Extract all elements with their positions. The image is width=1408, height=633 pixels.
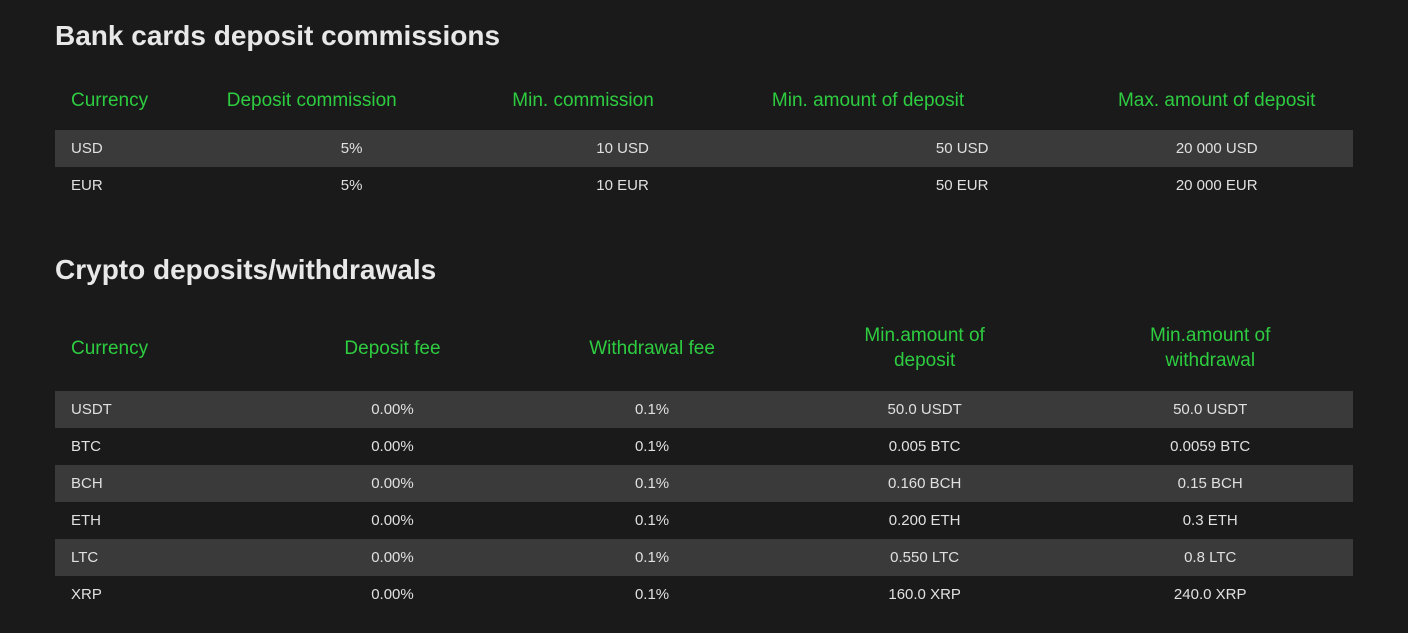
crypto-section-title: Crypto deposits/withdrawals [55, 254, 1353, 286]
cell-min-wd: 0.0059 BTC [1067, 428, 1353, 465]
cell-wd-fee: 0.1% [522, 576, 782, 613]
cell-dep-comm: 5% [211, 130, 497, 167]
cell-wd-fee: 0.1% [522, 465, 782, 502]
cell-dep-comm: 5% [211, 167, 497, 204]
bank-commissions-table: Currency Deposit commission Min. commiss… [55, 82, 1353, 204]
table-header-row: Currency Deposit fee Withdrawal fee Min.… [55, 316, 1353, 391]
crypto-table-body: USDT 0.00% 0.1% 50.0 USDT 50.0 USDT BTC … [55, 391, 1353, 613]
crypto-section: Crypto deposits/withdrawals Currency Dep… [55, 254, 1353, 613]
col-min-deposit: Min. amount of deposit [756, 82, 1081, 130]
table-row: EUR 5% 10 EUR 50 EUR 20 000 EUR [55, 167, 1353, 204]
bank-table-body: USD 5% 10 USD 50 USD 20 000 USD EUR 5% 1… [55, 130, 1353, 204]
col-min-commission: Min. commission [496, 82, 756, 130]
cell-min-dep: 0.005 BTC [782, 428, 1068, 465]
table-row: USD 5% 10 USD 50 USD 20 000 USD [55, 130, 1353, 167]
cell-dep-fee: 0.00% [263, 576, 523, 613]
cell-dep-fee: 0.00% [263, 502, 523, 539]
cell-min-comm: 10 EUR [496, 167, 756, 204]
cell-min-dep: 160.0 XRP [782, 576, 1068, 613]
col-currency: Currency [55, 316, 263, 391]
crypto-fees-table: Currency Deposit fee Withdrawal fee Min.… [55, 316, 1353, 613]
col-deposit-fee: Deposit fee [263, 316, 523, 391]
cell-currency: LTC [55, 539, 263, 576]
cell-currency: EUR [55, 167, 211, 204]
cell-wd-fee: 0.1% [522, 502, 782, 539]
cell-min-wd: 0.8 LTC [1067, 539, 1353, 576]
table-row: LTC 0.00% 0.1% 0.550 LTC 0.8 LTC [55, 539, 1353, 576]
cell-wd-fee: 0.1% [522, 428, 782, 465]
col-min-deposit: Min.amount ofdeposit [782, 316, 1068, 391]
cell-currency: BTC [55, 428, 263, 465]
cell-min-dep: 0.200 ETH [782, 502, 1068, 539]
table-header-row: Currency Deposit commission Min. commiss… [55, 82, 1353, 130]
cell-dep-fee: 0.00% [263, 539, 523, 576]
cell-min-wd: 0.3 ETH [1067, 502, 1353, 539]
col-deposit-commission: Deposit commission [211, 82, 497, 130]
cell-wd-fee: 0.1% [522, 391, 782, 428]
cell-dep-fee: 0.00% [263, 391, 523, 428]
cell-currency: USDT [55, 391, 263, 428]
cell-min-dep: 0.160 BCH [782, 465, 1068, 502]
cell-currency: USD [55, 130, 211, 167]
cell-min-dep: 50.0 USDT [782, 391, 1068, 428]
cell-wd-fee: 0.1% [522, 539, 782, 576]
cell-max-dep: 20 000 EUR [1080, 167, 1353, 204]
cell-currency: BCH [55, 465, 263, 502]
col-max-deposit: Max. amount of deposit [1080, 82, 1353, 130]
cell-max-dep: 20 000 USD [1080, 130, 1353, 167]
table-row: XRP 0.00% 0.1% 160.0 XRP 240.0 XRP [55, 576, 1353, 613]
col-withdrawal-fee: Withdrawal fee [522, 316, 782, 391]
cell-dep-fee: 0.00% [263, 428, 523, 465]
cell-min-comm: 10 USD [496, 130, 756, 167]
table-row: USDT 0.00% 0.1% 50.0 USDT 50.0 USDT [55, 391, 1353, 428]
table-row: ETH 0.00% 0.1% 0.200 ETH 0.3 ETH [55, 502, 1353, 539]
cell-min-wd: 50.0 USDT [1067, 391, 1353, 428]
cell-min-dep: 0.550 LTC [782, 539, 1068, 576]
cell-min-dep: 50 EUR [756, 167, 1081, 204]
bank-section-title: Bank cards deposit commissions [55, 20, 1353, 52]
bank-cards-section: Bank cards deposit commissions Currency … [55, 20, 1353, 204]
table-row: BTC 0.00% 0.1% 0.005 BTC 0.0059 BTC [55, 428, 1353, 465]
cell-currency: ETH [55, 502, 263, 539]
col-min-withdrawal: Min.amount ofwithdrawal [1067, 316, 1353, 391]
cell-currency: XRP [55, 576, 263, 613]
col-currency: Currency [55, 82, 211, 130]
cell-min-wd: 240.0 XRP [1067, 576, 1353, 613]
cell-dep-fee: 0.00% [263, 465, 523, 502]
table-row: BCH 0.00% 0.1% 0.160 BCH 0.15 BCH [55, 465, 1353, 502]
cell-min-dep: 50 USD [756, 130, 1081, 167]
cell-min-wd: 0.15 BCH [1067, 465, 1353, 502]
